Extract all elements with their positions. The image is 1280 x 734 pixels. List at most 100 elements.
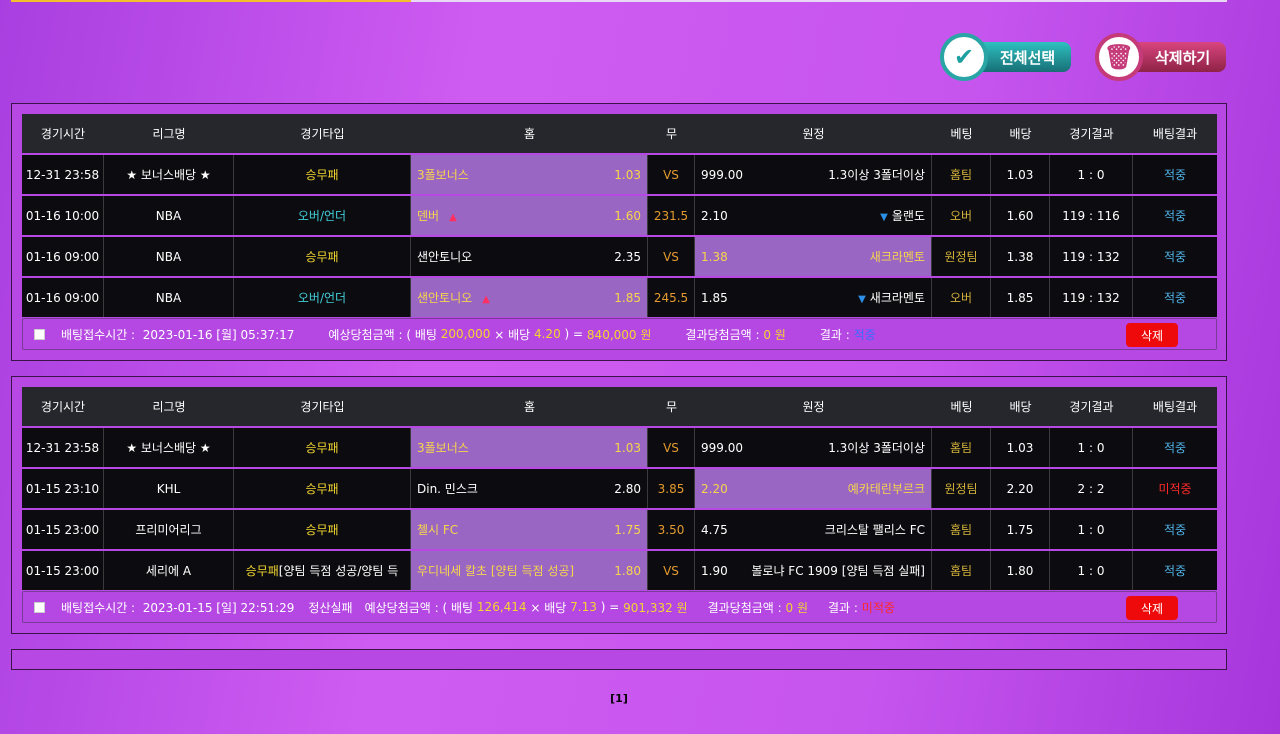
column-header: 배팅결과: [1133, 387, 1217, 426]
bet-choice: 원정팀: [932, 469, 991, 508]
select-all-button[interactable]: ✔ 전체선택: [940, 33, 1071, 81]
won-amount: 0 원: [763, 327, 786, 342]
column-header: 경기결과: [1050, 387, 1133, 426]
slip-checkbox[interactable]: [34, 328, 45, 340]
bet-result: 적중: [1133, 428, 1217, 467]
game-type-label: 승무패: [305, 482, 339, 496]
home-team: 우디네세 칼초 [양팀 득점 성공]: [417, 564, 575, 578]
match-score: 1 : 0: [1050, 428, 1133, 467]
away-team-cell[interactable]: 2.10 ▼ 올랜도: [695, 196, 932, 235]
match-score: 1 : 0: [1050, 510, 1133, 549]
game-type-label: 승무패: [305, 250, 339, 264]
receipt-time-label: 배팅접수시간 :: [61, 327, 136, 342]
bet-result: 적중: [1133, 155, 1217, 194]
arrow-down-icon: ▼: [880, 212, 888, 223]
expected-amount: 840,000 원: [586, 327, 652, 342]
slip-footer: 배팅접수시간 : 2023-01-16 [월] 05:37:17 예상당첨금액 …: [22, 318, 1217, 350]
away-team-cell[interactable]: 2.20 예카테린부르크: [695, 469, 932, 508]
bet-result: 적중: [1133, 196, 1217, 235]
match-score: 1 : 0: [1050, 551, 1133, 590]
delete-slip-button[interactable]: 삭제: [1126, 596, 1178, 620]
draw-cell: VS: [648, 428, 695, 467]
away-team-cell[interactable]: 999.00 1.3이상 3폴더이상: [695, 155, 932, 194]
bet-choice: 홈팀: [932, 428, 991, 467]
away-odds: 999.00: [701, 440, 743, 455]
home-team-cell[interactable]: 우디네세 칼초 [양팀 득점 성공] 1.80: [411, 551, 648, 590]
away-team: 1.3이상 3폴더이상: [828, 441, 925, 455]
away-team-cell[interactable]: 1.90 볼로냐 FC 1909 [양팀 득점 실패]: [695, 551, 932, 590]
away-odds: 1.85: [701, 290, 728, 305]
game-type-label: 승무패: [305, 441, 339, 455]
column-header: 경기타입: [234, 387, 411, 426]
column-header: 경기시간: [22, 114, 104, 153]
expected-amount: 901,332 원: [623, 600, 688, 615]
bet-choice: 홈팀: [932, 510, 991, 549]
league-name: 세리에 A: [104, 551, 234, 590]
slip-footer: 배팅접수시간 : 2023-01-15 [일] 22:51:29 정산실패 예상…: [22, 591, 1217, 623]
league-name: NBA: [104, 237, 234, 276]
match-time: 01-15 23:00: [22, 551, 104, 590]
home-team-cell[interactable]: Din. 민스크 2.80: [411, 469, 648, 508]
home-team-cell[interactable]: 3폴보너스 1.03: [411, 428, 648, 467]
game-type-extra: [양팀 득점 성공/양팀 득: [278, 564, 399, 578]
settle-fail-label: 정산실패: [308, 600, 353, 615]
league-name: KHL: [104, 469, 234, 508]
game-type: 오버/언더: [234, 196, 411, 235]
home-team: 샌안토니오: [417, 250, 473, 264]
away-odds: 4.75: [701, 522, 728, 537]
bet-table: 경기시간 리그명 경기타입 홈 무 원정 베팅 배당 경기결과 배팅결과 12-31 23:58 …: [22, 114, 1217, 319]
home-team: 덴버: [417, 209, 440, 223]
expected-label: 예상당첨금액 : ( 배팅: [328, 327, 437, 342]
away-team-cell[interactable]: 1.85 ▼ 새크라멘토: [695, 278, 932, 317]
column-header: 배팅결과: [1133, 114, 1217, 153]
bet-slip: 경기시간 리그명 경기타입 홈 무 원정 베팅 배당 경기결과 배팅결과 12-31 23:58 …: [11, 103, 1227, 361]
away-team-cell[interactable]: 999.00 1.3이상 3폴더이상: [695, 428, 932, 467]
delete-selected-label: 삭제하기: [1133, 42, 1226, 72]
column-header: 원정: [695, 387, 932, 426]
home-odds: 1.60: [614, 208, 641, 223]
column-header: 배당: [991, 387, 1050, 426]
home-team-cell[interactable]: 첼시 FC 1.75: [411, 510, 648, 549]
game-type-label: 오버/언더: [297, 209, 347, 223]
away-team: 올랜도: [891, 209, 925, 223]
bet-slip: 경기시간 리그명 경기타입 홈 무 원정 베팅 배당 경기결과 배팅결과 12-31 23:58 …: [11, 376, 1227, 634]
equals-label: ) =: [564, 327, 584, 341]
expected-label: 예상당첨금액 : ( 배팅: [364, 600, 474, 615]
receipt-time: 2023-01-15 [일] 22:51:29: [142, 600, 295, 615]
slip-checkbox[interactable]: [34, 601, 45, 613]
draw-cell: VS: [648, 551, 695, 590]
game-type-label: 오버/언더: [297, 291, 347, 305]
pagination[interactable]: [1]: [610, 692, 628, 705]
delete-slip-button[interactable]: 삭제: [1126, 323, 1178, 347]
game-type: 승무패: [234, 428, 411, 467]
bet-odds: 1.80: [991, 551, 1050, 590]
match-score: 119 : 132: [1050, 237, 1133, 276]
bet-choice: 오버: [932, 196, 991, 235]
column-header: 경기결과: [1050, 114, 1133, 153]
column-header: 홈: [411, 114, 648, 153]
draw-cell: 3.50: [648, 510, 695, 549]
won-label: 결과당첨금액 :: [685, 327, 760, 342]
top-divider: [11, 0, 1227, 2]
draw-cell: VS: [648, 237, 695, 276]
table-row: 01-16 09:00 NBA 오버/언더 샌안토니오 ▲ 1.85 245.5 1…: [22, 278, 1217, 317]
game-type: 오버/언더: [234, 278, 411, 317]
away-team: 예카테린부르크: [847, 482, 925, 496]
won-amount: 0 원: [785, 600, 809, 615]
column-header: 경기시간: [22, 387, 104, 426]
times-label: × 배당: [494, 327, 531, 342]
home-team-cell[interactable]: 샌안토니오 ▲ 1.85: [411, 278, 648, 317]
league-name: NBA: [104, 196, 234, 235]
home-team: 샌안토니오: [417, 291, 473, 305]
home-team-cell[interactable]: 덴버 ▲ 1.60: [411, 196, 648, 235]
draw-cell: 245.5: [648, 278, 695, 317]
home-team: 3폴보너스: [417, 441, 469, 455]
home-team-cell[interactable]: 샌안토니오 2.35: [411, 237, 648, 276]
away-team-cell[interactable]: 1.38 새크라멘토: [695, 237, 932, 276]
receipt-time: 2023-01-16 [월] 05:37:17: [142, 327, 295, 342]
table-row: 01-16 10:00 NBA 오버/언더 덴버 ▲ 1.60 231.5 2.10…: [22, 196, 1217, 235]
result-label: 결과 :: [819, 327, 850, 342]
away-team-cell[interactable]: 4.75 크리스탈 팰리스 FC: [695, 510, 932, 549]
home-team-cell[interactable]: 3폴보너스 1.03: [411, 155, 648, 194]
delete-selected-button[interactable]: 🗑 삭제하기: [1095, 33, 1226, 81]
